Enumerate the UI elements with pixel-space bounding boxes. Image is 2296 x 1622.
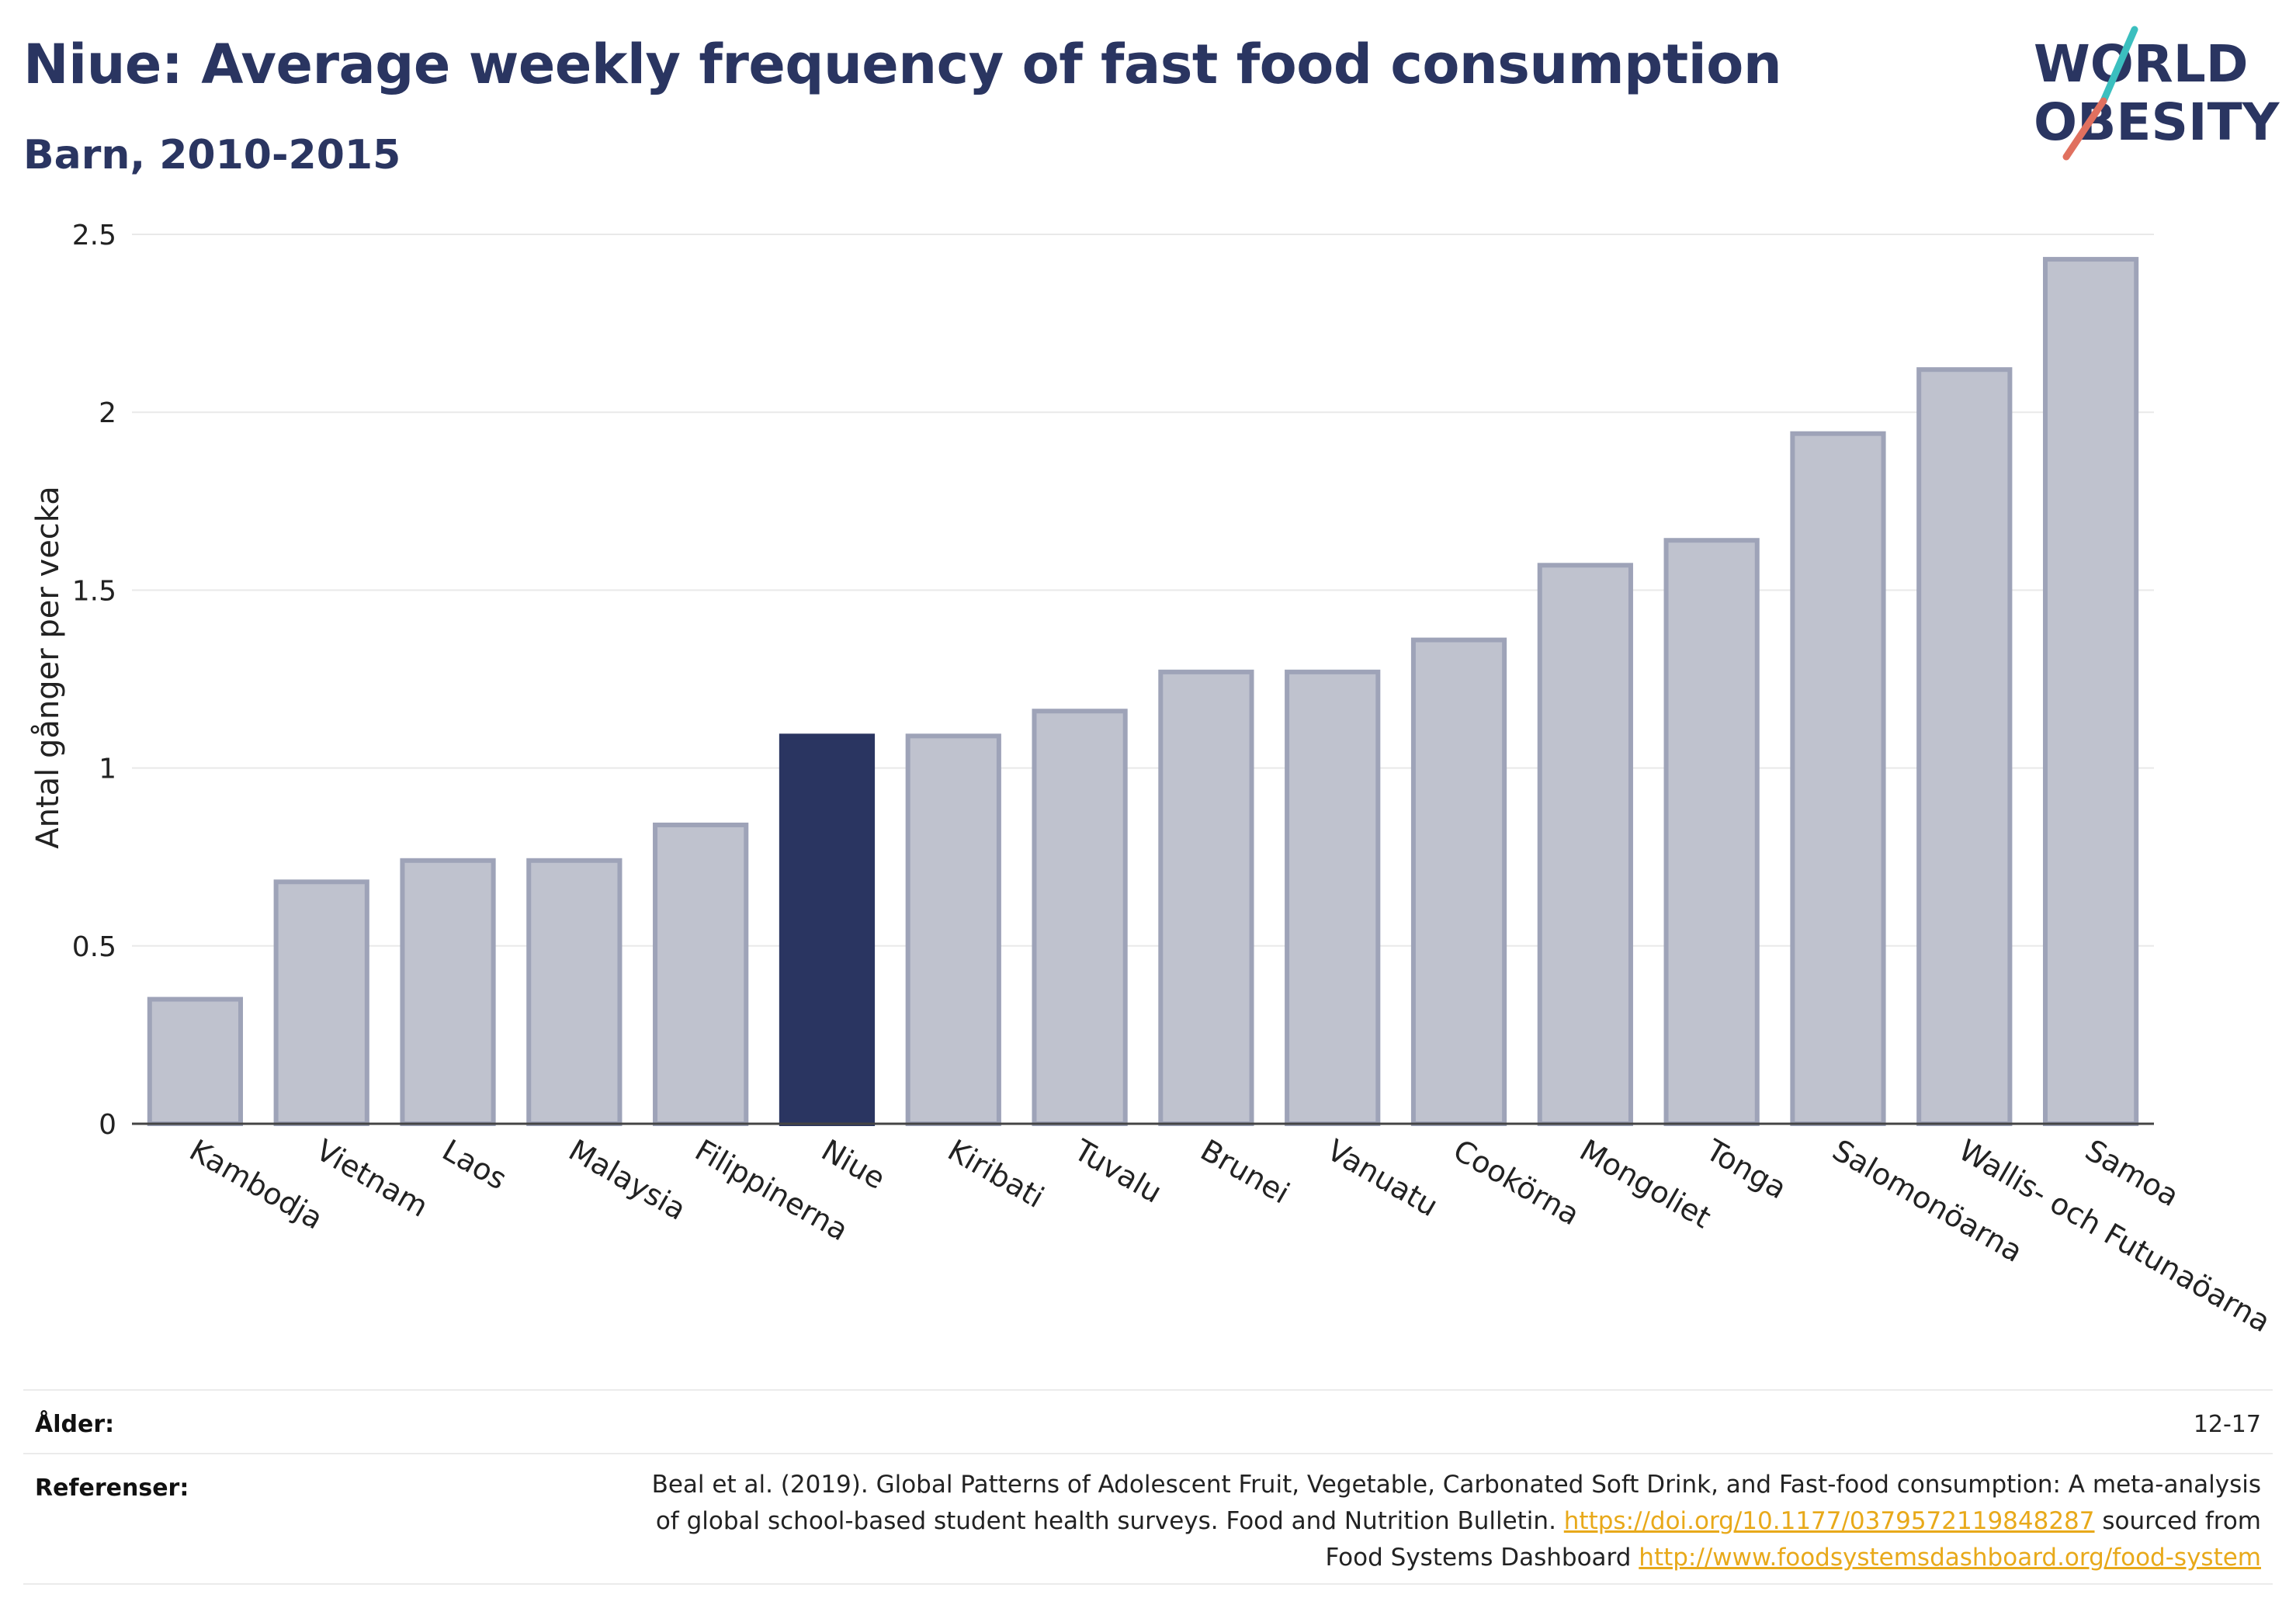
footer-divider — [23, 1389, 2273, 1391]
x-tick-label: Tuvalu — [1068, 1132, 1167, 1210]
bar-tonga[interactable] — [1663, 538, 1760, 1126]
x-tick-label: Vanuatu — [1321, 1133, 1444, 1223]
x-tick-label: Vietnam — [310, 1133, 434, 1224]
bar-vietnam[interactable] — [273, 879, 369, 1126]
bar-laos[interactable] — [400, 858, 496, 1127]
references-body-2: sourced from Food Systems Dashboard — [1325, 1507, 2261, 1572]
x-tick-label: Niue — [816, 1133, 891, 1196]
x-tick-label: Brunei — [1195, 1133, 1295, 1211]
references-text: Beal et al. (2019). Global Patterns of A… — [631, 1467, 2261, 1576]
chart-title: Niue: Average weekly frequency of fast f… — [23, 33, 1782, 96]
y-tick-labels: 0 0.5 1 1.5 2 2.5 — [72, 220, 116, 1141]
references-label: Referenser: — [35, 1475, 189, 1502]
bars — [147, 257, 2139, 1127]
x-tick-label: Kambodja — [184, 1133, 328, 1236]
bar-samoa[interactable] — [2042, 257, 2139, 1126]
footer-divider — [23, 1583, 2273, 1585]
bar-mongoliet[interactable] — [1537, 563, 1633, 1126]
bar-wallis-och-futunaöarna[interactable] — [1916, 367, 2013, 1126]
y-tick-label: 2 — [99, 397, 116, 429]
x-tick-label: Laos — [437, 1133, 513, 1197]
bar-tuvalu[interactable] — [1032, 709, 1128, 1126]
bar-brunei[interactable] — [1158, 669, 1254, 1126]
bar-vanuatu[interactable] — [1285, 669, 1381, 1126]
footer-divider — [23, 1453, 2273, 1454]
age-value: 12-17 — [2193, 1411, 2261, 1438]
y-tick-label: 0.5 — [72, 931, 116, 963]
doi-link[interactable]: https://doi.org/10.1177/0379572119848287 — [1563, 1507, 2095, 1535]
bar-niue[interactable] — [779, 733, 876, 1126]
bar-kiribati[interactable] — [905, 733, 1001, 1126]
bar-malaysia[interactable] — [526, 858, 623, 1127]
world-obesity-logo: WORLD OBESITY — [2034, 26, 2280, 161]
y-tick-label: 2.5 — [72, 220, 116, 251]
references-body-1: Beal et al. (2019). Global Patterns of A… — [651, 1471, 2261, 1535]
y-axis-label: Antal gånger per vecka — [30, 486, 66, 849]
x-tick-label: Samoa — [2079, 1133, 2184, 1214]
x-tick-label: Mongoliet — [1574, 1133, 1717, 1236]
bar-filippinerna[interactable] — [653, 822, 749, 1126]
bar-salomonöarna[interactable] — [1790, 431, 1886, 1126]
x-tick-label: Tonga — [1700, 1132, 1792, 1205]
food-systems-link[interactable]: http://www.foodsystemsdashboard.org/food… — [1639, 1544, 2261, 1572]
y-tick-label: 1 — [99, 754, 116, 785]
y-tick-label: 0 — [99, 1109, 116, 1141]
logo-line1: WORLD — [2034, 34, 2249, 94]
age-label: Ålder: — [35, 1411, 115, 1438]
bar-kambodja[interactable] — [147, 996, 244, 1127]
x-tick-label: Cookörna — [1448, 1133, 1585, 1232]
bar-cookörna[interactable] — [1410, 637, 1507, 1126]
x-tick-label: Malaysia — [563, 1133, 692, 1227]
y-tick-label: 1.5 — [72, 575, 116, 607]
x-tick-label: Kiribati — [942, 1133, 1050, 1215]
chart-subtitle: Barn, 2010-2015 — [23, 132, 401, 178]
